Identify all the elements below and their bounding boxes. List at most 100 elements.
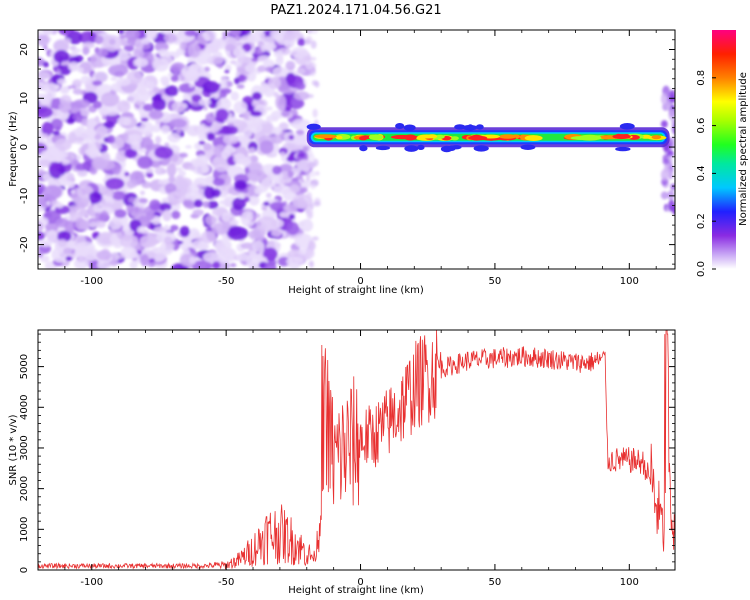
spectral-noise-blob xyxy=(261,206,268,211)
spectral-noise-blob xyxy=(139,234,158,249)
spectrogram-y-label: Frequency (Hz) xyxy=(8,111,19,187)
carrier-peak xyxy=(335,135,343,140)
spectral-noise-blob xyxy=(38,106,54,119)
snr-x-ticks: -100 -50 0 50 100 xyxy=(37,330,657,588)
spectral-noise-blob xyxy=(667,189,675,201)
spectral-noise-blob xyxy=(126,205,134,213)
spectral-noise-blob xyxy=(61,85,70,94)
carrier-peak xyxy=(651,135,662,140)
carrier-fringe xyxy=(520,144,536,150)
spectral-noise-blob xyxy=(38,159,51,168)
spectral-noise-blob xyxy=(55,126,62,131)
spectral-noise-blob xyxy=(206,132,216,141)
spectral-noise-blob xyxy=(271,182,276,188)
spectral-noise-blob xyxy=(252,30,266,44)
spectral-noise-blob xyxy=(88,191,103,204)
carrier-peak xyxy=(570,136,590,140)
snr-frame xyxy=(37,329,676,571)
spectrogram-frame xyxy=(37,29,676,270)
spectrogram-x-ticks: -100 -50 0 50 100 xyxy=(37,30,657,287)
spectral-noise-blob xyxy=(202,142,212,151)
spectral-noise-blob xyxy=(151,261,156,266)
spectral-noise-blob xyxy=(196,184,205,189)
spectral-noise-blob xyxy=(203,106,208,111)
spectral-noise-blob xyxy=(236,253,250,262)
colorbar-tick-label: 0.4 xyxy=(696,165,707,181)
spectral-noise-blob xyxy=(295,82,306,91)
colorbar-tick-label: 0.0 xyxy=(696,261,707,277)
spectral-noise-blob xyxy=(164,32,177,43)
spectral-noise-blob xyxy=(82,45,90,56)
spectral-noise-blob xyxy=(259,140,274,154)
carrier-peak xyxy=(499,134,517,139)
spectral-noise-blob xyxy=(171,210,181,220)
spectral-noise-blob xyxy=(307,154,315,163)
spectral-noise-blob xyxy=(145,30,157,41)
spectral-noise-blob xyxy=(198,98,211,106)
spectral-noise-blob xyxy=(265,66,274,73)
spectral-noise-blob xyxy=(224,146,236,154)
spectral-noise-blob xyxy=(58,30,75,36)
spectral-noise-blob xyxy=(121,132,129,142)
spectral-noise-blob xyxy=(108,64,129,77)
spectral-noise-blob xyxy=(219,200,227,205)
spectral-noise-blob xyxy=(42,61,49,68)
spectral-noise-blob xyxy=(134,89,151,103)
spectral-noise-blob xyxy=(189,256,197,264)
spectral-noise-blob xyxy=(176,128,182,134)
spectral-noise-blob xyxy=(68,61,80,72)
spectral-noise-blob xyxy=(250,110,263,117)
spectral-noise-blob xyxy=(257,55,270,63)
spectral-noise-blob xyxy=(94,133,101,141)
spectral-noise-blob xyxy=(308,62,317,71)
spectral-noise-blob xyxy=(108,218,123,230)
spectral-noise-blob xyxy=(92,71,109,83)
noise-blobs xyxy=(38,30,675,269)
spectral-noise-blob xyxy=(251,57,259,62)
carrier-peak xyxy=(450,136,459,141)
spectral-noise-blob xyxy=(299,187,308,193)
spectral-noise-blob xyxy=(264,261,277,269)
spectral-noise-blob xyxy=(213,38,227,50)
spectral-noise-blob xyxy=(298,152,306,158)
spectral-noise-blob xyxy=(160,124,171,134)
spectral-noise-blob xyxy=(61,60,70,66)
carrier-fringe xyxy=(359,145,368,152)
spectral-noise-blob xyxy=(671,205,675,215)
snr-x-label: Height of straight line (km) xyxy=(288,585,424,596)
x-tick-label: -100 xyxy=(80,577,103,588)
spectral-noise-blob xyxy=(311,236,319,241)
carrier-fringe xyxy=(619,123,635,130)
y-tick-label: 3000 xyxy=(19,435,30,460)
spectrogram-y-ticks: -20 -10 0 10 20 xyxy=(19,29,675,265)
spectral-noise-blob xyxy=(306,212,314,219)
spectral-noise-blob xyxy=(266,115,276,123)
spectral-noise-blob xyxy=(56,69,62,73)
y-tick-label: 20 xyxy=(19,43,30,56)
spectral-noise-blob xyxy=(191,239,204,250)
spectral-noise-blob xyxy=(667,149,674,158)
spectral-noise-blob xyxy=(167,133,181,143)
spectral-noise-blob xyxy=(295,161,301,167)
spectral-noise-blob xyxy=(96,250,112,261)
spectral-noise-blob xyxy=(191,195,196,201)
spectral-noise-blob xyxy=(84,214,89,219)
spectral-noise-blob xyxy=(266,45,273,52)
spectral-noise-blob xyxy=(112,163,122,175)
spectral-noise-blob xyxy=(149,199,161,211)
spectral-noise-blob xyxy=(103,121,115,129)
colorbar-tick-label: 0.2 xyxy=(696,213,707,229)
carrier-peak xyxy=(468,135,488,141)
spectral-noise-blob xyxy=(283,204,298,213)
spectral-noise-blob xyxy=(271,126,283,135)
spectral-noise-blob xyxy=(311,30,319,35)
figure-title: PAZ1.2024.171.04.56.G21 xyxy=(270,3,441,18)
spectral-noise-blob xyxy=(92,231,99,238)
spectral-noise-blob xyxy=(309,260,315,268)
spectral-noise-blob xyxy=(184,30,197,37)
spectral-noise-blob xyxy=(109,234,119,244)
spectral-noise-blob xyxy=(304,55,311,61)
spectral-noise-blob xyxy=(248,147,256,154)
spectral-noise-blob xyxy=(96,125,108,137)
carrier-fringe xyxy=(475,124,484,130)
